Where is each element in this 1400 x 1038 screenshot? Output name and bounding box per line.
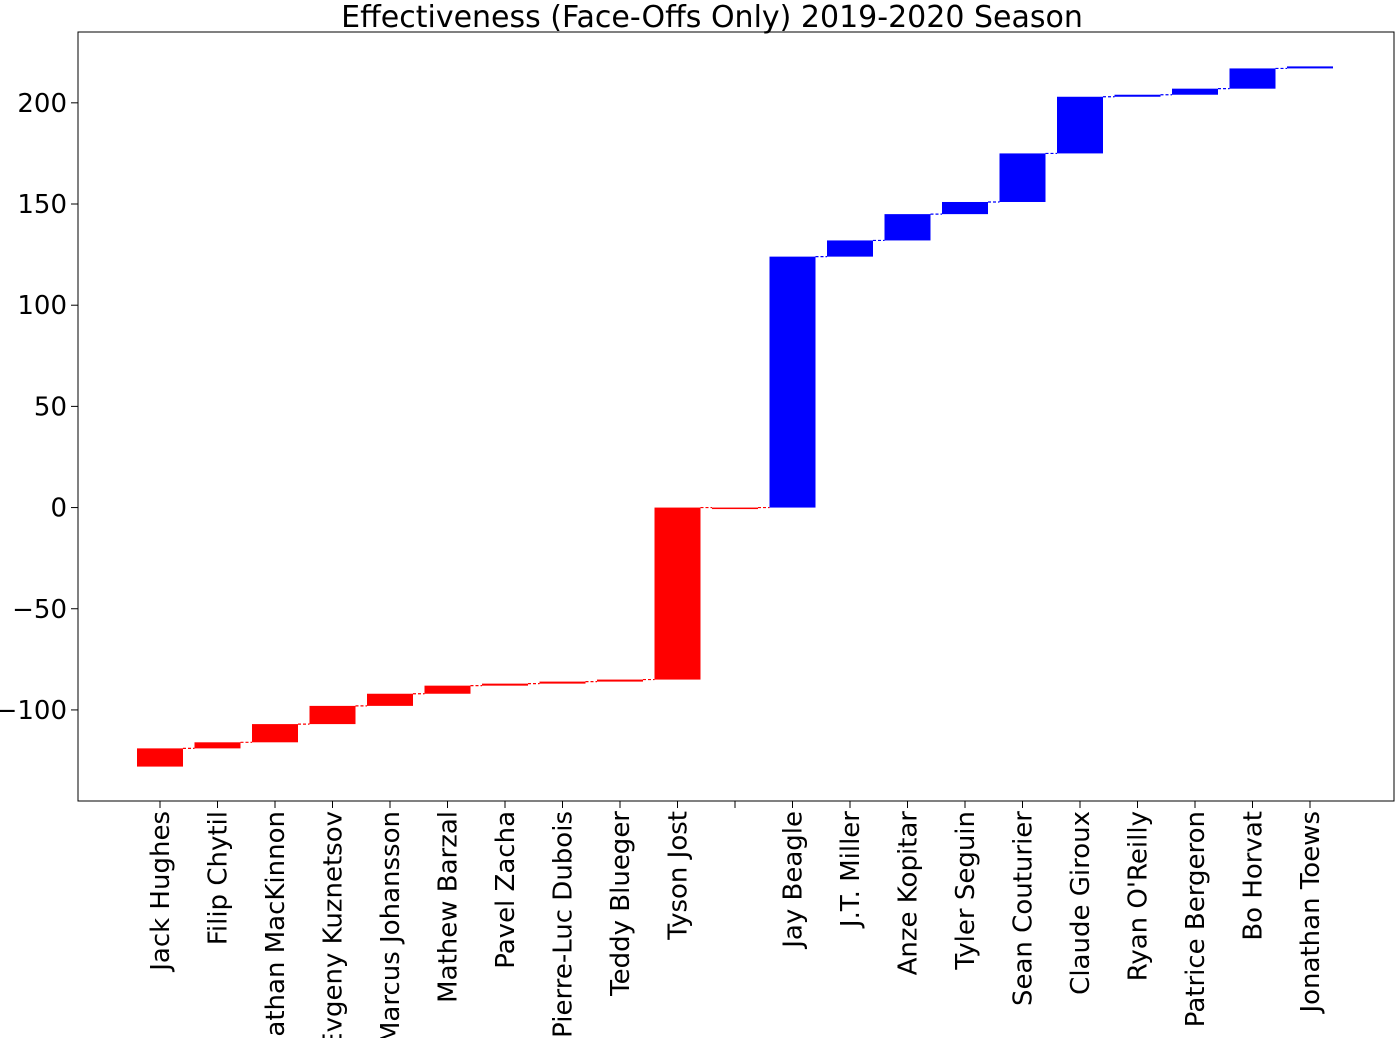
- bar: [137, 748, 183, 767]
- bar: [1172, 88, 1218, 95]
- bar: [884, 214, 931, 241]
- bar: [769, 256, 816, 508]
- x-tick-label: Nathan MacKinnon: [261, 811, 291, 1038]
- connector-group: [183, 67, 1287, 749]
- x-tick-label: Evgeny Kuznetsov: [319, 811, 349, 1038]
- x-tick-label: Tyler Seguin: [951, 811, 981, 971]
- chart-title: Effectiveness (Face-Offs Only) 2019-2020…: [341, 0, 1083, 35]
- bar: [1287, 66, 1333, 69]
- x-tick-label: Anze Kopitar: [894, 811, 924, 976]
- bar: [252, 724, 298, 743]
- x-tick-label: Jonathan Toews: [1296, 811, 1326, 1015]
- y-tick-label: 100: [17, 291, 67, 321]
- y-tick-label: 200: [17, 89, 67, 119]
- bar: [827, 240, 873, 257]
- bar: [999, 153, 1046, 202]
- x-tick-label: Patrice Bergeron: [1181, 811, 1211, 1027]
- x-tick-label: Bo Horvat: [1239, 811, 1269, 941]
- x-tick-label: Jack Hughes: [146, 811, 176, 973]
- bar: [194, 742, 241, 749]
- y-tick-label: 50: [34, 392, 67, 422]
- bar: [654, 507, 701, 680]
- x-tick-label: Claude Giroux: [1066, 811, 1096, 995]
- bar-group: [137, 66, 1333, 767]
- bar: [712, 507, 758, 510]
- y-axis: −100 −50 0 50 100 150 200: [0, 89, 78, 726]
- bar: [539, 681, 586, 684]
- x-tick-label: Pierre-Luc Dubois: [549, 811, 579, 1038]
- x-tick-label: J.T. Miller: [836, 811, 866, 929]
- x-tick-label: Sean Couturier: [1009, 811, 1039, 1006]
- bar: [1057, 96, 1103, 154]
- bar: [309, 705, 356, 725]
- y-tick-label: −50: [12, 595, 67, 625]
- bar: [482, 683, 528, 686]
- x-tick-label: Filip Chytil: [204, 811, 234, 945]
- x-tick-label: Pavel Zacha: [491, 811, 521, 969]
- x-tick-label: Teddy Blueger: [606, 811, 636, 997]
- y-tick-label: −100: [0, 696, 67, 726]
- plot-frame: [77, 31, 1395, 802]
- bar: [424, 685, 471, 694]
- x-axis: Jack Hughes Filip Chytil Nathan MacKinnon E…: [146, 801, 1326, 1038]
- y-tick-label: 150: [17, 190, 67, 220]
- x-tick-label: Ryan O'Reilly: [1124, 811, 1154, 981]
- bar: [1229, 68, 1276, 89]
- bar: [1114, 94, 1161, 97]
- bar: [367, 693, 413, 706]
- bar: [597, 679, 643, 682]
- y-tick-label: 0: [50, 494, 67, 524]
- x-tick-label: Tyson Jost: [664, 811, 694, 941]
- bar: [942, 201, 988, 215]
- x-tick-label: Marcus Johansson: [376, 811, 406, 1038]
- x-tick-label: Mathew Barzal: [434, 811, 464, 1003]
- x-tick-label: Jay Beagle: [779, 811, 809, 950]
